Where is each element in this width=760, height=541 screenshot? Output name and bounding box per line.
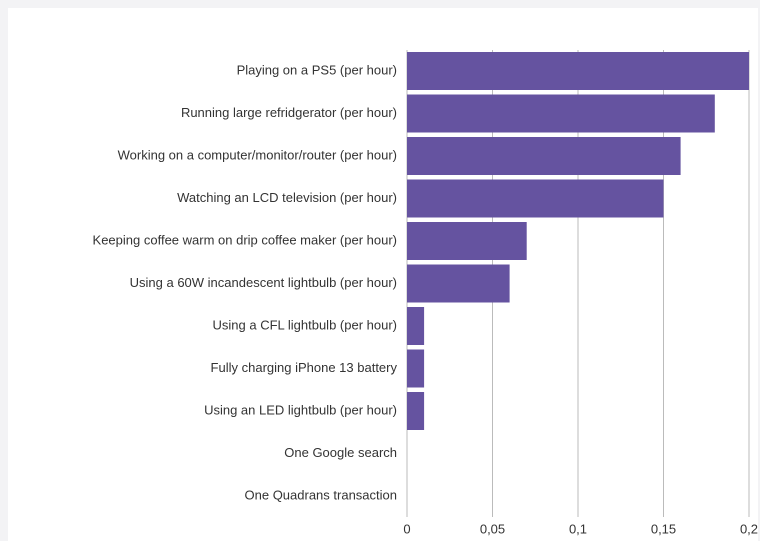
x-tick-label: 0,05: [480, 521, 505, 536]
bar: [407, 392, 425, 430]
bar: [407, 52, 749, 90]
y-tick-label: Keeping coffee warm on drip coffee maker…: [93, 232, 397, 247]
y-tick-label: Using a CFL lightbulb (per hour): [213, 317, 398, 332]
y-tick-label: Running large refridgerator (per hour): [181, 105, 397, 120]
x-tick-label: 0: [403, 521, 410, 536]
bar: [407, 179, 664, 218]
y-tick-label: One Google search: [284, 445, 397, 460]
y-tick-label: Playing on a PS5 (per hour): [237, 62, 397, 77]
bar: [407, 349, 425, 388]
bar: [407, 94, 715, 133]
y-tick-label: Fully charging iPhone 13 battery: [211, 360, 398, 375]
bar: [407, 307, 425, 345]
y-tick-label: One Quadrans transaction: [245, 487, 397, 502]
x-tick-label: 0,2: [740, 521, 758, 536]
bar: [407, 137, 681, 175]
y-tick-label: Watching an LCD television (per hour): [177, 190, 397, 205]
y-tick-label: Using an LED lightbulb (per hour): [204, 402, 397, 417]
bar: [407, 222, 527, 260]
y-tick-label: Working on a computer/monitor/router (pe…: [118, 147, 397, 162]
x-tick-label: 0,15: [651, 521, 676, 536]
bar: [407, 264, 510, 303]
x-tick-label: 0,1: [569, 521, 587, 536]
y-tick-label: Using a 60W incandescent lightbulb (per …: [130, 275, 397, 290]
